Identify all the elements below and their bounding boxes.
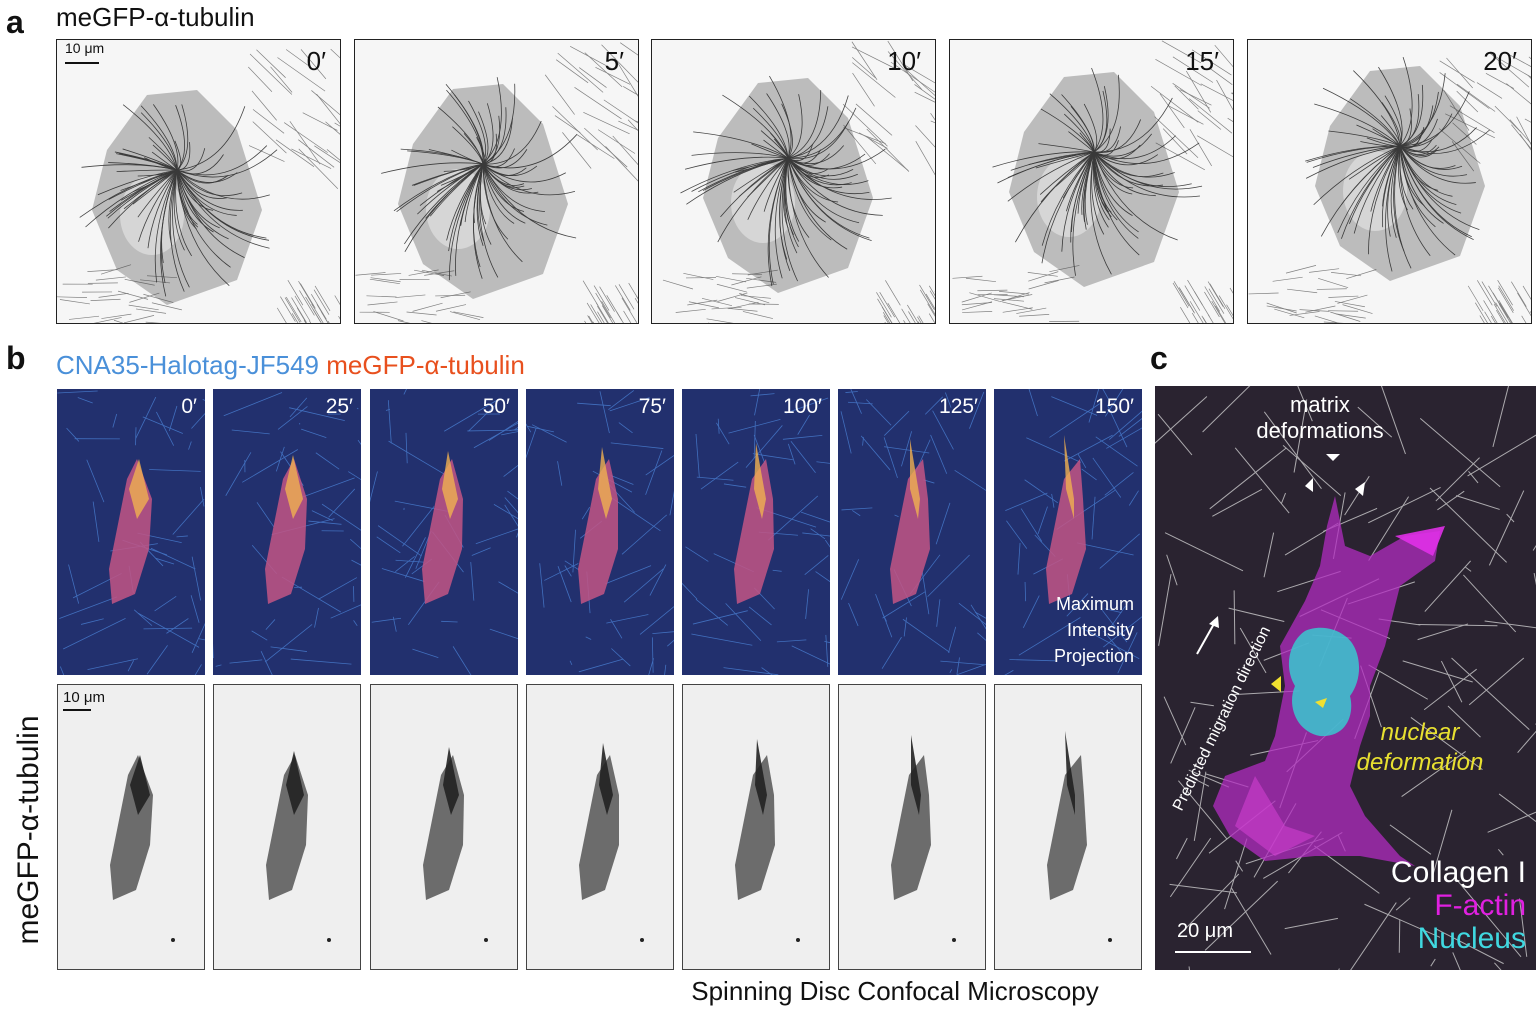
time-label: 25′ [325, 395, 353, 418]
panel-letter-b: b [6, 340, 26, 376]
nuclear-label-line1: nuclear [1380, 719, 1460, 746]
color-micrograph [370, 389, 518, 675]
nuclear-label-line2: deformation [1356, 749, 1484, 776]
panel-b-side-label: meGFP-α-tubulin [12, 715, 45, 945]
panel-c-image: matrix deformations Predicted migration … [1155, 386, 1536, 970]
panel-letter-a: a [6, 4, 24, 40]
scale-label-a: 10 μm [65, 40, 105, 56]
color-micrograph [57, 389, 205, 675]
gray-frame-2 [370, 684, 518, 970]
color-frame-6: 150′ Maximum Intensity Projection [994, 389, 1142, 675]
gray-frame-0: 10 μm [57, 684, 205, 970]
mip-line-0: Maximum [1055, 594, 1134, 614]
matrix-arrowhead [1355, 482, 1365, 496]
tubulin-micrograph [57, 48, 340, 323]
mip-line-2: Projection [1053, 646, 1134, 666]
color-frame-1: 25′ [213, 389, 361, 675]
matrix-deformations-label: matrix deformations [1230, 392, 1410, 444]
tubulin-frame-1: 5′ [354, 39, 639, 324]
scale-label-c: 20 μm [1177, 920, 1233, 942]
nuclear-arrowhead [1315, 698, 1327, 708]
color-micrograph [838, 389, 986, 675]
tubulin-micrograph [952, 40, 1233, 323]
migration-arrow [1196, 621, 1216, 655]
nuclear-arrowhead [1271, 676, 1281, 692]
time-label: 0′ [181, 395, 197, 418]
panel-c-micrograph [1155, 386, 1536, 970]
color-frame-2: 50′ [370, 389, 518, 675]
legend-item-1: F-actin [1434, 889, 1526, 922]
matrix-label-line2: deformations [1256, 418, 1384, 443]
color-frame-4: 100′ [682, 389, 830, 675]
gray-frame-4 [682, 684, 830, 970]
panel-b-header: CNA35-Halotag-JF549 meGFP-α-tubulin [56, 350, 525, 381]
panel-b-caption: Spinning Disc Confocal Microscopy [691, 976, 1099, 1006]
gray-frame-5 [838, 684, 986, 970]
scale-bar-a [65, 62, 99, 64]
color-frame-0: 0′ [57, 389, 205, 675]
mip-label: Maximum Intensity Projection [1054, 591, 1134, 669]
color-micrograph [213, 389, 361, 675]
legend-item-0: Collagen I [1390, 856, 1526, 889]
color-frame-5: 125′ [838, 389, 986, 675]
time-label: 15′ [1185, 46, 1219, 76]
tubulin-micrograph [1248, 52, 1531, 323]
color-frame-3: 75′ [526, 389, 674, 675]
gray-frame-1 [213, 684, 361, 970]
scale-bar-b [63, 709, 91, 711]
gray-frame-3 [526, 684, 674, 970]
legend: Collagen I F-actin Nucleus [1391, 856, 1526, 955]
matrix-label-line1: matrix [1290, 392, 1350, 417]
time-label: 125′ [939, 395, 978, 418]
time-label: 0′ [306, 46, 326, 76]
gray-micrograph [579, 743, 644, 942]
mip-line-1: Intensity [1066, 620, 1134, 640]
matrix-arrowhead [1305, 478, 1313, 492]
gray-micrograph [735, 739, 800, 942]
nuclear-deformation-label: nuclear deformation [1335, 718, 1505, 778]
time-label: 100′ [783, 395, 822, 418]
time-label: 150′ [1095, 395, 1134, 418]
channel-label-collagen: CNA35-Halotag-JF549 [56, 350, 320, 380]
legend-item-2: Nucleus [1417, 922, 1526, 955]
nucleus [1288, 627, 1360, 737]
gray-micrograph [891, 735, 956, 942]
tubulin-frame-4: 20′ [1247, 39, 1532, 324]
gray-micrograph [1047, 731, 1112, 942]
panel-a-title: meGFP-α-tubulin [56, 2, 255, 32]
color-micrograph [994, 389, 1142, 675]
time-label: 20′ [1483, 46, 1517, 76]
gray-micrograph [266, 751, 331, 942]
gray-micrograph [423, 747, 488, 942]
tubulin-frame-3: 15′ [949, 39, 1234, 324]
matrix-arrowhead [1326, 454, 1340, 461]
color-micrograph [526, 389, 674, 675]
gray-micrograph [110, 755, 175, 942]
tubulin-frame-2: 10′ [651, 39, 936, 324]
color-micrograph [682, 389, 830, 675]
time-label: 50′ [482, 395, 510, 418]
scale-label-b: 10 μm [63, 689, 105, 706]
gray-frame-6 [994, 684, 1142, 970]
time-label: 5′ [604, 46, 624, 76]
channel-label-tubulin: meGFP-α-tubulin [326, 350, 525, 380]
tubulin-frame-0: 0′ 10 μm [56, 39, 341, 324]
panel-letter-c: c [1150, 340, 1168, 376]
time-label: 10′ [887, 46, 921, 76]
time-label: 75′ [638, 395, 666, 418]
tubulin-micrograph [662, 40, 935, 323]
tubulin-micrograph [355, 42, 638, 323]
